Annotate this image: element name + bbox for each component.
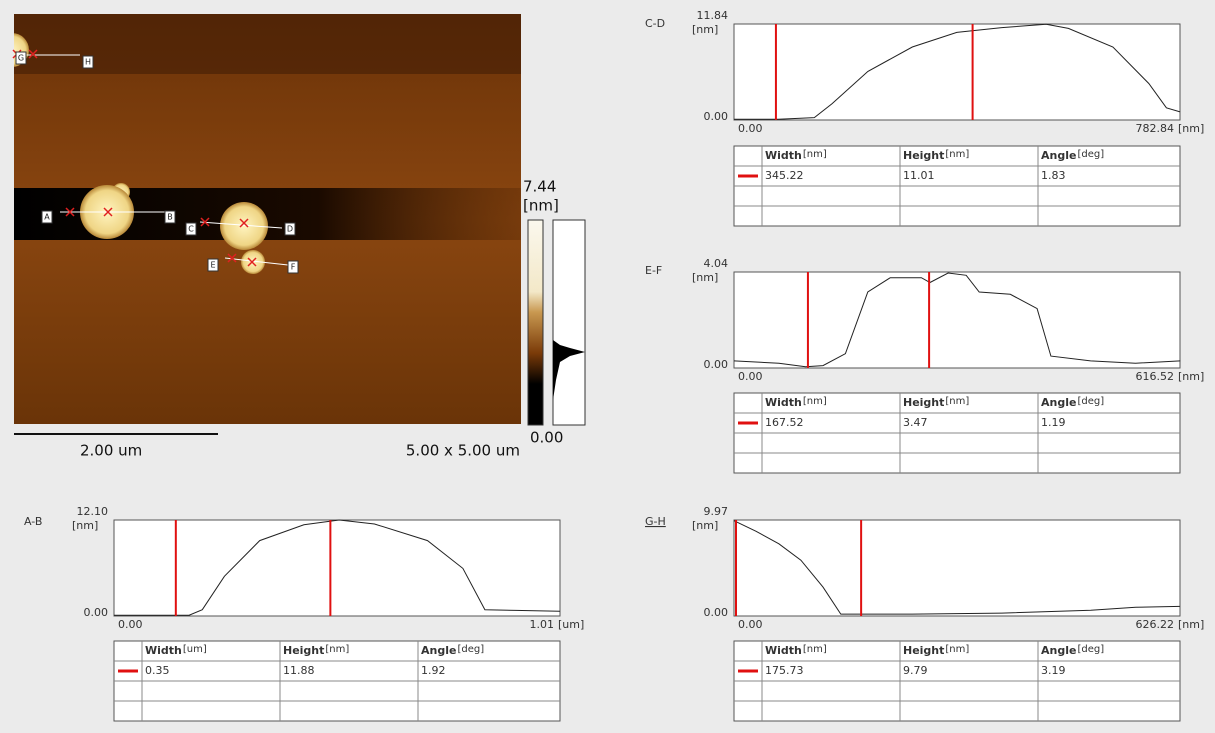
marker-label: H <box>85 58 91 67</box>
marker-label: A <box>44 213 50 222</box>
header-unit: [nm] <box>803 149 827 160</box>
x-tick-label: 1.01 <box>530 618 555 631</box>
header-name: Angle <box>421 644 456 657</box>
plot-box <box>734 520 1180 616</box>
cell: 167.52 <box>765 416 804 429</box>
cell: 11.88 <box>283 664 315 677</box>
header-name: Angle <box>1041 396 1076 409</box>
x-tick-label: 0.00 <box>118 618 143 631</box>
profile-name: E-F <box>645 264 662 277</box>
color-max: 7.44 <box>523 178 556 196</box>
cell: 9.79 <box>903 664 928 677</box>
y-unit: [nm] <box>692 271 718 284</box>
cell: 11.01 <box>903 169 935 182</box>
marker-label: E <box>210 261 215 270</box>
x-tick-label: 0.00 <box>738 122 763 135</box>
plot-box <box>734 272 1180 368</box>
header-unit: [deg] <box>1077 396 1104 407</box>
x-unit: [nm] <box>1178 618 1204 631</box>
histogram <box>553 220 585 425</box>
x-tick-label: 626.22 <box>1136 618 1175 631</box>
y-tick-label: 0.00 <box>704 606 729 619</box>
header-name: Angle <box>1041 149 1076 162</box>
cell: 3.19 <box>1041 664 1066 677</box>
header-name: Width <box>145 644 182 657</box>
x-tick-label: 616.52 <box>1136 370 1175 383</box>
marker-label: G <box>18 54 24 63</box>
x-unit: [um] <box>558 618 584 631</box>
header-unit: [nm] <box>803 644 827 655</box>
header-name: Height <box>283 644 324 657</box>
y-tick-label: 0.00 <box>84 606 109 619</box>
image-size: 5.00 x 5.00 um <box>406 442 520 460</box>
y-tick-label: 12.10 <box>77 505 109 518</box>
y-tick-label: 0.00 <box>704 358 729 371</box>
header-name: Width <box>765 644 802 657</box>
profile-name: A-B <box>24 515 42 528</box>
cell: 3.47 <box>903 416 928 429</box>
cell: 0.35 <box>145 664 170 677</box>
y-tick-label: 0.00 <box>704 110 729 123</box>
header-unit: [nm] <box>325 644 349 655</box>
header-unit: [deg] <box>1077 149 1104 160</box>
x-unit: [nm] <box>1178 370 1204 383</box>
marker-label: F <box>291 263 296 272</box>
plot-box <box>114 520 560 616</box>
cell: 1.92 <box>421 664 446 677</box>
y-unit: [nm] <box>72 519 98 532</box>
x-tick-label: 782.84 <box>1136 122 1175 135</box>
afm-window: A B C D E F G H 7.44 [nm] 0.00 2.00 um 5.00 x 5… <box>0 0 1215 733</box>
color-bar <box>528 220 543 425</box>
header-unit: [nm] <box>945 644 969 655</box>
marker-label: D <box>287 225 293 234</box>
header-unit: [um] <box>183 644 207 655</box>
header-name: Width <box>765 149 802 162</box>
y-unit: [nm] <box>692 519 718 532</box>
afm-image <box>0 14 521 424</box>
scale-label: 2.00 um <box>80 442 142 460</box>
plot-box <box>734 24 1180 120</box>
header-name: Height <box>903 396 944 409</box>
x-tick-label: 0.00 <box>738 370 763 383</box>
profile-name: G-H <box>645 515 666 528</box>
y-tick-label: 4.04 <box>704 257 729 270</box>
header-unit: [deg] <box>457 644 484 655</box>
marker-label: B <box>167 213 173 222</box>
cell: 1.19 <box>1041 416 1066 429</box>
color-min: 0.00 <box>530 429 563 447</box>
header-name: Height <box>903 644 944 657</box>
header-name: Height <box>903 149 944 162</box>
header-unit: [nm] <box>803 396 827 407</box>
edge <box>0 14 14 424</box>
cell: 1.83 <box>1041 169 1066 182</box>
profile-name: C-D <box>645 17 665 30</box>
x-unit: [nm] <box>1178 122 1204 135</box>
header-name: Angle <box>1041 644 1076 657</box>
marker-label: C <box>188 225 194 234</box>
header-unit: [nm] <box>945 149 969 160</box>
cell: 345.22 <box>765 169 804 182</box>
y-tick-label: 11.84 <box>697 9 729 22</box>
header-unit: [nm] <box>945 396 969 407</box>
header-name: Width <box>765 396 802 409</box>
header-unit: [deg] <box>1077 644 1104 655</box>
x-tick-label: 0.00 <box>738 618 763 631</box>
color-unit: [nm] <box>523 197 559 215</box>
cell: 175.73 <box>765 664 804 677</box>
y-tick-label: 9.97 <box>704 505 729 518</box>
y-unit: [nm] <box>692 23 718 36</box>
